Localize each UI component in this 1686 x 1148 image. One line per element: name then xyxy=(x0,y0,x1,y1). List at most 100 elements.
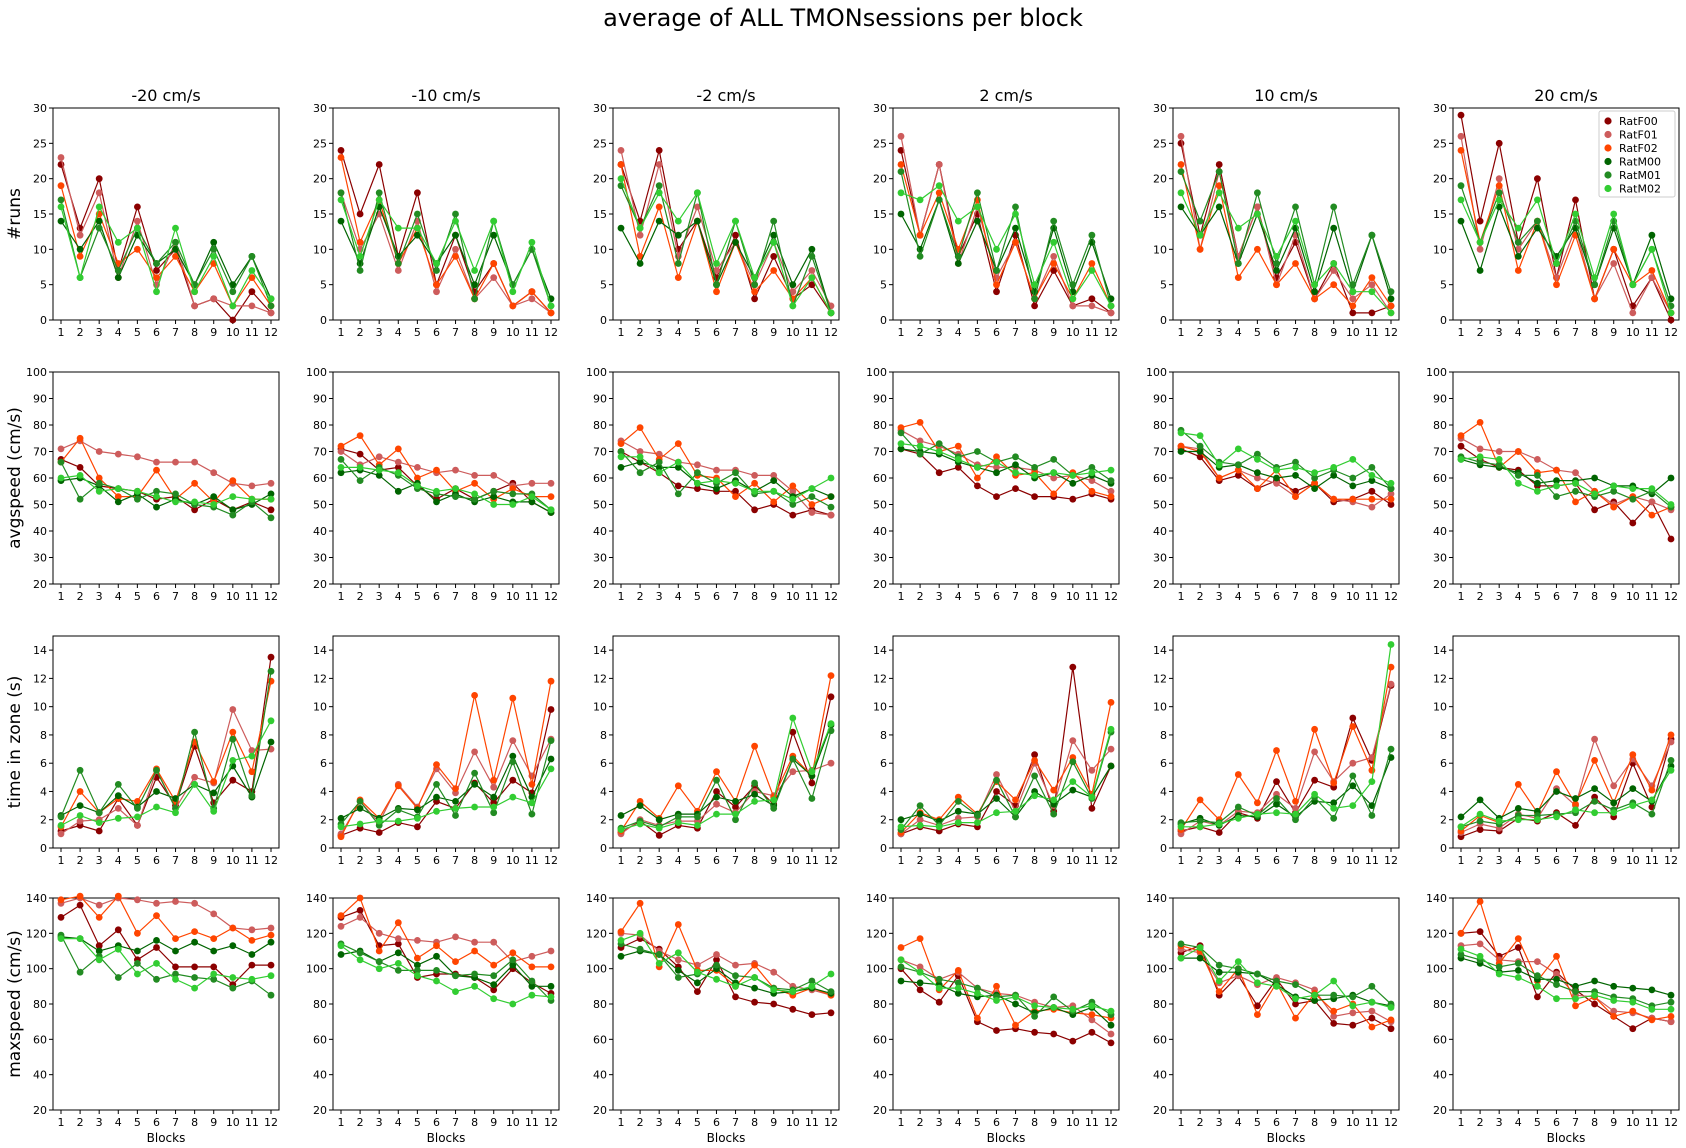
data-point xyxy=(1610,260,1618,267)
series-RatF01 xyxy=(337,448,555,490)
data-point xyxy=(1349,993,1357,1001)
data-point xyxy=(1234,461,1242,469)
data-point xyxy=(789,988,797,995)
x-axis-label: Blocks xyxy=(147,1131,186,1145)
x-tick-label: 9 xyxy=(1330,590,1337,603)
y-tick-label: 10 xyxy=(1433,243,1447,256)
data-point xyxy=(1387,1016,1395,1024)
x-tick-label: 8 xyxy=(1031,326,1038,339)
data-point xyxy=(267,309,275,317)
series-line xyxy=(60,936,272,956)
data-point xyxy=(471,748,478,756)
data-point xyxy=(267,667,275,675)
data-point xyxy=(134,947,141,955)
data-point xyxy=(827,474,835,482)
x-tick-label: 6 xyxy=(993,590,1000,603)
series-line xyxy=(1180,429,1392,490)
x-tick-label: 2 xyxy=(357,326,364,339)
series-RatF02 xyxy=(897,935,1115,1029)
data-point xyxy=(1254,203,1261,211)
data-point xyxy=(153,803,160,811)
y-tick-label: 15 xyxy=(873,208,887,221)
x-tick-label: 6 xyxy=(153,854,160,867)
x-tick-label: 7 xyxy=(1572,590,1579,603)
data-point xyxy=(954,217,962,225)
data-point xyxy=(897,816,905,824)
x-tick-label: 12 xyxy=(544,1116,558,1129)
series-line xyxy=(620,164,832,314)
y-axis-label: avgspeed (cm/s) xyxy=(5,407,25,549)
data-point xyxy=(153,944,160,951)
y-tick-label: 25 xyxy=(1433,137,1447,150)
x-tick-label: 4 xyxy=(675,326,682,339)
data-point xyxy=(490,961,498,969)
data-point xyxy=(490,986,498,994)
y-tick-label: 20 xyxy=(33,578,47,591)
axes-frame xyxy=(1172,635,1400,849)
data-point xyxy=(1387,1025,1395,1033)
data-point xyxy=(375,947,383,955)
data-point xyxy=(1050,1004,1058,1011)
x-tick-label: 4 xyxy=(955,854,962,867)
y-tick-label: 100 xyxy=(306,963,327,976)
x-tick-label: 2 xyxy=(1197,854,1204,867)
data-point xyxy=(229,506,237,514)
data-point xyxy=(1050,810,1058,818)
x-tick-label: 8 xyxy=(751,854,758,867)
data-point xyxy=(655,951,663,958)
series-line xyxy=(1180,945,1392,1028)
data-point xyxy=(1667,535,1675,543)
data-point xyxy=(509,949,517,957)
data-point xyxy=(433,466,440,474)
data-point xyxy=(954,253,962,260)
data-point xyxy=(1031,281,1038,289)
x-tick-label: 5 xyxy=(414,326,421,339)
x-tick-label: 10 xyxy=(1066,1116,1080,1129)
x-tick-label: 10 xyxy=(1626,590,1640,603)
y-tick-label: 4 xyxy=(600,785,607,798)
data-point xyxy=(694,189,701,197)
x-tick-label: 2 xyxy=(917,854,924,867)
data-point xyxy=(172,935,179,942)
y-tick-label: 10 xyxy=(593,243,607,256)
data-point xyxy=(1610,482,1618,490)
data-point xyxy=(1572,196,1579,204)
series-RatM02 xyxy=(337,765,555,831)
x-tick-label: 6 xyxy=(433,326,440,339)
data-point xyxy=(1534,479,1541,487)
x-tick-label: 1 xyxy=(338,590,345,603)
data-point xyxy=(1254,1002,1261,1010)
data-point xyxy=(1534,175,1541,183)
x-tick-label: 5 xyxy=(1534,1116,1541,1129)
x-tick-label: 10 xyxy=(1066,590,1080,603)
series-RatF01 xyxy=(337,189,555,317)
data-point xyxy=(229,924,237,932)
data-point xyxy=(789,728,797,736)
data-point xyxy=(490,981,498,988)
y-tick-label: 25 xyxy=(33,137,47,150)
series-RatF02 xyxy=(1177,663,1395,833)
data-point xyxy=(191,506,199,514)
data-point xyxy=(528,991,536,999)
y-tick-label: 140 xyxy=(1146,892,1167,905)
y-tick-label: 8 xyxy=(600,729,607,742)
data-point xyxy=(172,253,179,260)
data-point xyxy=(1368,495,1376,503)
x-tick-label: 5 xyxy=(414,854,421,867)
x-tick-label: 5 xyxy=(134,1116,141,1129)
x-tick-label: 10 xyxy=(506,854,520,867)
x-tick-label: 7 xyxy=(1292,326,1299,339)
series-line xyxy=(620,901,832,996)
y-axis-label: #runs xyxy=(5,188,25,240)
data-point xyxy=(1012,238,1019,246)
data-point xyxy=(153,274,160,281)
x-tick-label: 4 xyxy=(115,590,122,603)
data-point xyxy=(210,970,218,978)
x-tick-label: 11 xyxy=(805,854,819,867)
data-point xyxy=(1330,779,1338,787)
x-tick-label: 5 xyxy=(694,854,701,867)
data-point xyxy=(356,956,364,964)
x-tick-label: 10 xyxy=(1346,854,1360,867)
data-point xyxy=(1311,991,1318,999)
data-point xyxy=(617,952,625,960)
